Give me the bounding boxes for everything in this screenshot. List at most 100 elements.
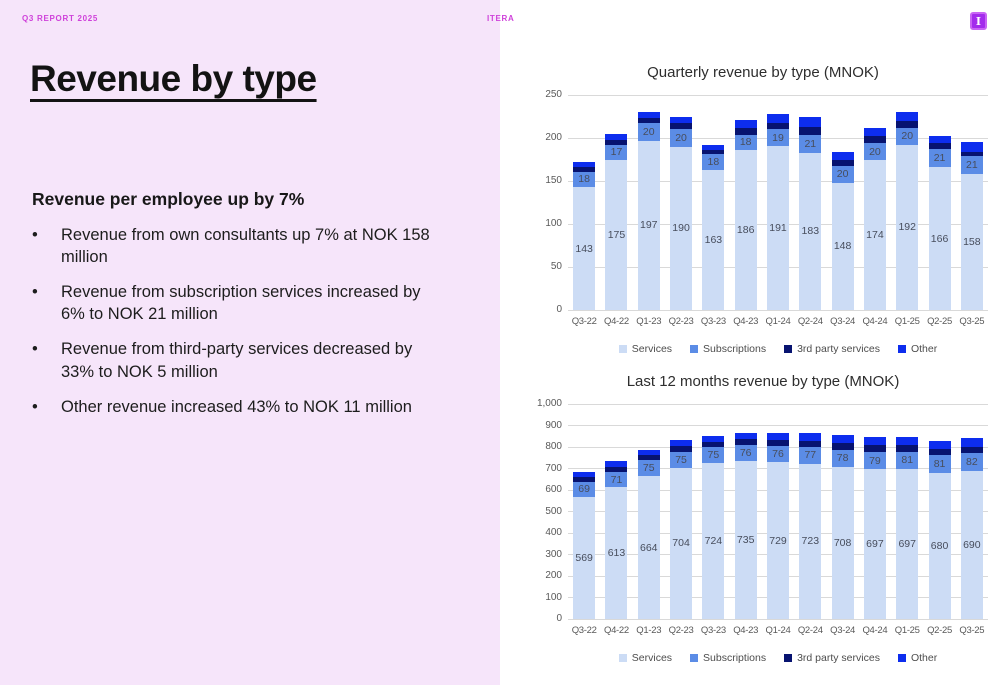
bar-Q3-23: 163 18 <box>702 144 725 310</box>
bar-value-label: 192 <box>898 221 916 234</box>
legend-item-services: Services <box>618 343 672 355</box>
bar-value-label: 613 <box>607 547 626 560</box>
bar-value-label: 69 <box>578 483 590 496</box>
logo-letter: I <box>975 14 982 28</box>
bar-value-label: 697 <box>898 538 916 551</box>
bar-segment-subscriptions: 20 <box>896 127 919 145</box>
bar-segment-3rd-party-services <box>670 123 693 130</box>
bar-value-label: 191 <box>769 221 787 234</box>
bar-segment-services: 708 <box>831 466 854 619</box>
y-tick-label: 0 <box>556 304 562 315</box>
bar-value-label: 166 <box>930 232 949 245</box>
x-tick-label: Q1-24 <box>765 625 791 636</box>
y-tick-label: 0 <box>556 613 562 624</box>
bar-segment-3rd-party-services <box>799 126 822 135</box>
bar-segment-services: 729 <box>767 462 789 619</box>
bar-segment-subscriptions: 21 <box>799 134 822 153</box>
legend-swatch <box>897 345 906 353</box>
bar-segment-services: 148 <box>831 182 854 310</box>
y-tick-label: 250 <box>545 89 562 100</box>
bar-segment-other <box>637 449 660 456</box>
bar-segment-other <box>960 142 983 152</box>
gridline <box>568 94 988 96</box>
bar-value-label: 71 <box>610 473 623 486</box>
bar-segment-other <box>863 127 886 137</box>
bar-segment-other <box>702 436 725 443</box>
x-tick-label: Q4-23 <box>733 625 759 636</box>
bullet-item: • Revenue from own consultants up 7% at … <box>32 224 432 268</box>
bar-segment-other <box>605 133 628 140</box>
y-tick-label: 1,000 <box>536 398 562 409</box>
bar-segment-3rd-party-services <box>863 136 886 144</box>
bar-segment-3rd-party-services <box>605 467 628 472</box>
chart-title: Last 12 months revenue by type (MNOK) <box>626 373 900 390</box>
legend-item-subscriptions: Subscriptions <box>690 343 766 355</box>
bar-segment-services: 724 <box>702 463 725 619</box>
bar-value-label: 79 <box>869 454 881 467</box>
bar-segment-other <box>896 112 919 121</box>
bar-value-label: 21 <box>804 137 817 150</box>
legend-item-3rd-party-services: 3rd party services <box>784 652 880 664</box>
legend-swatch <box>784 345 793 353</box>
bar-Q2-25: 166 21 <box>928 136 951 310</box>
x-axis-labels: Q3-22 Q4-22 Q1-23 Q2-23 Q3-23 Q4-23 Q1-24 Q2-24… <box>568 625 988 639</box>
subheading: Revenue per employee up by 7% <box>32 189 305 209</box>
gridline <box>568 618 988 620</box>
bullet-item: • Other revenue increased 43% to NOK 11 … <box>32 396 432 418</box>
bullet-list: • Revenue from own consultants up 7% at … <box>32 224 432 431</box>
bar-Q1-24: 191 19 <box>767 113 789 310</box>
bar-segment-services: 613 <box>605 487 628 619</box>
bar-segment-3rd-party-services <box>734 127 757 135</box>
bar-segment-3rd-party-services <box>863 445 886 453</box>
bar-Q4-24: 174 20 <box>863 127 886 310</box>
bar-segment-other <box>831 151 854 160</box>
bar-value-label: 724 <box>704 535 723 548</box>
bar-segment-subscriptions: 69 <box>573 481 596 497</box>
bar-segment-other <box>573 162 596 168</box>
bar-value-label: 708 <box>833 536 852 549</box>
bar-segment-3rd-party-services <box>767 122 789 130</box>
y-tick-label: 200 <box>545 132 562 143</box>
x-tick-label: Q3-23 <box>700 316 726 327</box>
bar-value-label: 20 <box>836 168 849 181</box>
bar-Q1-23: 664 75 <box>637 449 660 619</box>
gridline <box>568 309 988 311</box>
bar-segment-subscriptions: 81 <box>928 455 951 473</box>
x-tick-label: Q4-22 <box>603 316 629 327</box>
x-tick-label: Q2-24 <box>797 316 823 327</box>
bar-segment-3rd-party-services <box>734 439 757 445</box>
x-tick-label: Q4-22 <box>603 625 629 636</box>
page-title: Revenue by type <box>30 58 317 99</box>
bar-value-label: 76 <box>772 448 784 461</box>
legend-swatch <box>690 345 699 353</box>
bar-value-label: 197 <box>640 219 658 232</box>
x-tick-label: Q3-22 <box>571 625 597 636</box>
x-tick-label: Q4-24 <box>862 316 888 327</box>
chart-legend: Services Subscriptions 3rd party services O… <box>568 343 988 355</box>
y-tick-label: 200 <box>545 570 562 581</box>
x-tick-label: Q4-23 <box>733 316 759 327</box>
bar-segment-subscriptions: 18 <box>702 154 725 170</box>
x-tick-label: Q3-23 <box>700 625 726 636</box>
bar-value-label: 20 <box>901 130 914 143</box>
y-tick-label: 600 <box>545 484 562 495</box>
bullet-marker: • <box>32 283 38 302</box>
x-tick-label: Q2-23 <box>668 316 694 327</box>
bar-segment-services: 175 <box>605 159 628 310</box>
bar-Q2-24: 183 21 <box>799 117 822 310</box>
bar-segment-3rd-party-services <box>767 440 789 446</box>
x-tick-label: Q1-23 <box>636 316 662 327</box>
bar-segment-services: 735 <box>734 460 757 619</box>
bar-segment-services: 186 <box>734 150 757 310</box>
bar-segment-services: 158 <box>960 174 983 310</box>
x-tick-label: Q2-25 <box>927 316 952 327</box>
bar-value-label: 186 <box>736 224 755 237</box>
legend-label: 3rd party services <box>797 343 880 355</box>
bar-value-label: 163 <box>704 233 723 246</box>
bar-segment-subscriptions: 78 <box>831 450 854 467</box>
bar-Q4-22: 613 71 <box>605 461 628 619</box>
bar-value-label: 664 <box>640 541 658 554</box>
bar-segment-services: 197 <box>637 140 660 310</box>
bar-Q2-23: 704 75 <box>670 440 693 619</box>
